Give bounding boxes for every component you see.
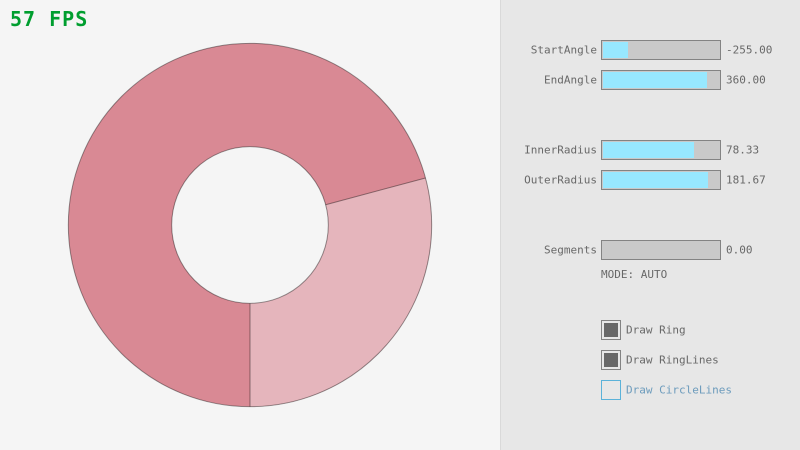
slider-row-segments: Segments 0.00 bbox=[501, 240, 800, 260]
ring-outline-outer bbox=[67, 42, 433, 408]
slider-label-outerradius: OuterRadius bbox=[524, 173, 597, 187]
slider-innerradius[interactable] bbox=[601, 140, 721, 160]
slider-value-outerradius: 181.67 bbox=[726, 173, 766, 187]
control-panel: StartAngle -255.00 EndAngle 360.00 InnerRadi… bbox=[500, 0, 800, 450]
checkbox-label-draw-circlelines: Draw CircleLines bbox=[626, 383, 732, 397]
slider-value-endangle: 360.00 bbox=[726, 73, 766, 87]
slider-label-innerradius: InnerRadius bbox=[524, 143, 597, 157]
checkbox-mark-draw-ring bbox=[604, 323, 618, 337]
slider-value-startangle: -255.00 bbox=[726, 43, 773, 57]
checkbox-draw-ring[interactable] bbox=[601, 320, 621, 340]
checkbox-draw-circlelines[interactable] bbox=[601, 380, 621, 400]
slider-value-innerradius: 78.33 bbox=[726, 143, 760, 157]
slider-label-endangle: EndAngle bbox=[544, 73, 597, 87]
slider-fill-startangle bbox=[603, 42, 629, 58]
slider-fill-outerradius bbox=[603, 172, 709, 188]
checkbox-draw-ringlines[interactable] bbox=[601, 350, 621, 370]
slider-label-startangle: StartAngle bbox=[530, 43, 597, 57]
checkbox-label-draw-ring: Draw Ring bbox=[626, 323, 686, 337]
slider-endangle[interactable] bbox=[601, 70, 721, 90]
checkbox-label-draw-ringlines: Draw RingLines bbox=[626, 353, 719, 367]
slider-row-endangle: EndAngle 360.00 bbox=[501, 70, 800, 90]
fps-counter: 57 FPS bbox=[10, 7, 89, 31]
checkbox-mark-draw-ringlines bbox=[604, 353, 618, 367]
ring-hole bbox=[171, 146, 329, 304]
segments-mode-label: MODE: AUTO bbox=[601, 268, 668, 281]
ring-line-start-angle bbox=[325, 177, 426, 206]
slider-segments[interactable] bbox=[601, 240, 721, 260]
slider-label-segments: Segments bbox=[544, 243, 597, 257]
slider-row-innerradius: InnerRadius 78.33 bbox=[501, 140, 800, 160]
ring-outline-inner bbox=[171, 146, 329, 304]
slider-startangle[interactable] bbox=[601, 40, 721, 60]
slider-outerradius[interactable] bbox=[601, 170, 721, 190]
slider-value-segments: 0.00 bbox=[726, 243, 753, 257]
slider-fill-endangle bbox=[603, 72, 708, 88]
slider-row-startangle: StartAngle -255.00 bbox=[501, 40, 800, 60]
slider-fill-innerradius bbox=[603, 142, 694, 158]
slider-row-outerradius: OuterRadius 181.67 bbox=[501, 170, 800, 190]
